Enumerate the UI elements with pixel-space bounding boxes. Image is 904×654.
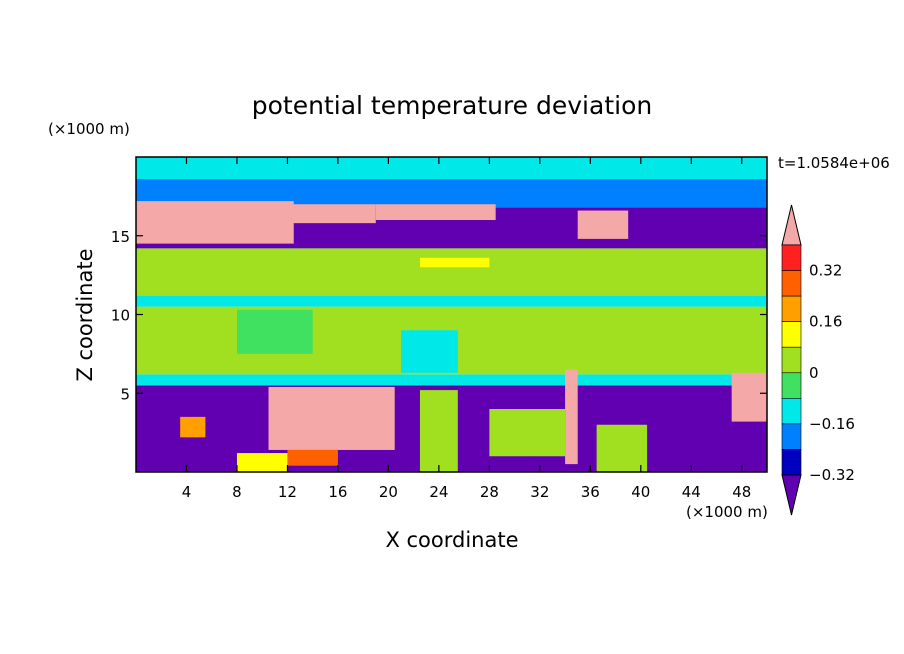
chart-title: potential temperature deviation [252,91,652,120]
contour-region-17 [180,416,206,438]
x-tick-label: 32 [530,483,549,501]
colorbar-band [781,270,802,297]
x-tick-label: 16 [328,483,347,501]
contour-region-3 [136,295,767,307]
y-tick-label: 15 [111,228,130,246]
contour-region-1 [136,374,767,386]
colorbar-band [781,295,802,322]
x-tick-label: 44 [682,483,701,501]
colorbar-tick-label: 0.16 [809,313,842,331]
colorbar-tick-label: −0.32 [809,466,855,484]
contour-region-24 [401,330,458,373]
x-tick-label: 40 [631,483,650,501]
colorbar-tick-label: −0.16 [809,415,855,433]
x-tick-label: 28 [480,483,499,501]
contour-region-23 [236,309,313,354]
x-axis: 4 8 12 16 20 24 28 32 36 40 44 48 [182,157,751,501]
contour-region-20 [236,453,288,472]
colorbar-extend-bottom [781,474,802,516]
contour-region-14 [731,372,767,422]
x-axis-label: X coordinate [385,528,518,552]
x-tick-label: 4 [182,483,192,501]
contour-region-18 [419,390,458,472]
contour-region-25 [136,273,767,290]
y-unit-label: (×1000 m) [48,120,130,138]
y-axis: 5 10 15 [111,228,767,403]
contour-region-11 [577,210,629,239]
contour-region-12 [268,386,395,450]
x-unit-label: (×1000 m) [686,503,768,521]
x-tick-label: 20 [379,483,398,501]
colorbar-band [781,398,802,425]
contour-plot-area [136,157,767,472]
colorbar-band [781,423,802,450]
x-tick-label: 12 [278,483,297,501]
colorbar-tick-label: 0 [809,364,819,382]
contour-region-13 [565,369,578,465]
x-tick-label: 48 [732,483,751,501]
colorbar-extend-top [781,204,802,246]
contour-region-22 [419,257,490,268]
colorbar-band [781,321,802,348]
colorbar: 0.32 0.16 0 −0.16 −0.32 [781,204,855,516]
contour-region-16 [287,449,338,466]
x-tick-label: 8 [232,483,242,501]
colorbar-band [781,449,802,476]
contour-region-8 [136,201,294,244]
time-label: t=1.0584e+06 [778,154,890,172]
y-axis-label: Z coordinate [73,248,97,381]
contour-region-19 [489,409,566,457]
contour-region-10 [375,204,496,220]
y-tick-label: 10 [111,307,130,325]
colorbar-band [781,346,802,374]
x-tick-label: 36 [581,483,600,501]
contour-region-9 [274,204,376,224]
contour-region-21 [596,424,648,472]
colorbar-tick-label: 0.32 [809,262,842,280]
x-tick-label: 24 [429,483,448,501]
colorbar-band [781,372,802,399]
y-tick-label: 5 [120,385,130,403]
colorbar-band [781,244,802,271]
contour-region-7 [136,157,767,180]
